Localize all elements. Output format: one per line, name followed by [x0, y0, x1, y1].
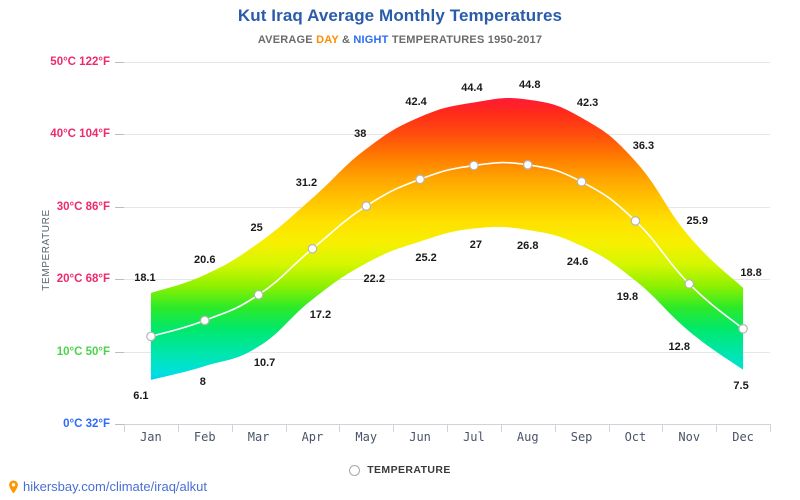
x-axis-label-nov: Nov: [678, 430, 701, 444]
day-value-label-apr: 31.2: [295, 177, 318, 190]
gridline: [124, 279, 770, 281]
x-axis-tick: [608, 424, 610, 432]
x-axis-label-dec: Dec: [732, 430, 754, 444]
data-point-marker[interactable]: [307, 243, 318, 254]
y-axis-tick: [115, 424, 124, 425]
gridline: [124, 351, 770, 353]
x-axis-tick: [124, 424, 125, 432]
chart-subtitle: AVERAGE DAY & NIGHT TEMPERATURES 1950-20…: [0, 34, 800, 46]
y-axis-label-50: 50°C 122°F: [50, 56, 110, 68]
y-axis-label-10: 10°C 50°F: [56, 345, 110, 358]
x-axis-label-may: May: [355, 430, 378, 444]
night-value-label-aug: 26.8: [517, 239, 539, 252]
data-point-marker[interactable]: [199, 315, 210, 326]
x-axis-label-aug: Aug: [516, 430, 539, 444]
subtitle-night: NIGHT: [353, 34, 389, 46]
day-value-label-jun: 42.4: [405, 96, 427, 109]
subtitle-pre: AVERAGE: [257, 34, 317, 46]
x-axis-tick: [285, 424, 287, 432]
y-axis-tick: [115, 206, 124, 208]
night-value-label-may: 22.2: [363, 273, 385, 286]
y-axis-tick: [115, 351, 124, 353]
x-axis-label-jun: Jun: [409, 430, 431, 444]
plot-area: [115, 62, 770, 425]
chart-legend[interactable]: TEMPERATURE: [0, 464, 800, 476]
x-axis-tick: [393, 424, 395, 432]
data-point-marker[interactable]: [738, 323, 748, 334]
night-value-label-jul: 27: [469, 238, 483, 251]
day-value-label-mar: 25: [250, 222, 263, 234]
x-axis-tick: [770, 424, 771, 432]
y-axis-label-40: 40°C 104°F: [50, 128, 110, 141]
x-axis-tick: [500, 424, 502, 432]
y-axis-label-20: 20°C 68°F: [56, 273, 110, 286]
subtitle-post: TEMPERATURES 1950-2017: [388, 34, 543, 46]
day-value-label-feb: 20.6: [194, 253, 216, 266]
day-value-label-jan: 18.1: [134, 271, 156, 284]
circle-outline-icon: [349, 464, 361, 476]
y-axis-tick: [115, 134, 124, 136]
day-value-label-dec: 18.8: [740, 266, 762, 279]
data-point-marker[interactable]: [253, 289, 264, 300]
data-point-marker[interactable]: [522, 160, 533, 170]
night-value-label-apr: 17.2: [309, 309, 332, 322]
x-axis-tick: [716, 424, 718, 432]
source-footer[interactable]: hikersbay.com/climate/iraq/alkut: [8, 479, 207, 494]
day-night-range-area: [150, 98, 744, 380]
y-axis-label-0: 0°C 32°F: [63, 418, 110, 430]
y-axis-tick: [115, 62, 124, 63]
x-axis-label-jul: Jul: [463, 430, 485, 444]
legend-label: TEMPERATURE: [367, 464, 451, 476]
x-axis-label-apr: Apr: [301, 430, 324, 444]
night-value-label-nov: 12.8: [668, 341, 690, 354]
source-url[interactable]: hikersbay.com/climate/iraq/alkut: [23, 479, 207, 494]
data-point-marker[interactable]: [361, 201, 372, 211]
x-axis-label-jan: Jan: [140, 430, 162, 444]
night-value-label-oct: 19.8: [616, 290, 639, 303]
x-axis-tick: [231, 424, 233, 432]
day-value-label-nov: 25.9: [686, 215, 708, 228]
y-axis-tick: [115, 279, 124, 281]
x-axis-label-sep: Sep: [570, 430, 593, 444]
day-value-label-oct: 36.3: [632, 140, 655, 153]
subtitle-day: DAY: [316, 34, 339, 46]
data-point-marker[interactable]: [469, 160, 479, 171]
data-point-marker[interactable]: [630, 216, 641, 226]
gridline: [124, 62, 770, 63]
night-value-label-feb: 8: [199, 376, 206, 389]
data-point-marker[interactable]: [576, 177, 587, 187]
x-axis-tick: [662, 424, 664, 432]
data-point-marker[interactable]: [415, 174, 425, 185]
night-value-label-mar: 10.7: [253, 356, 276, 369]
y-axis-label-30: 30°C 86°F: [56, 200, 110, 213]
subtitle-amp: &: [338, 34, 354, 46]
y-axis-title: TEMPERATURE: [41, 209, 53, 291]
x-axis-label-feb: Feb: [193, 430, 216, 444]
data-point-marker[interactable]: [684, 279, 695, 289]
x-axis-tick: [177, 424, 179, 432]
day-value-label-jul: 44.4: [461, 81, 483, 94]
day-value-label-sep: 42.3: [576, 96, 599, 109]
x-axis-tick: [339, 424, 341, 432]
night-value-label-dec: 7.5: [733, 379, 749, 392]
day-value-label-may: 38: [354, 127, 367, 140]
night-value-label-jan: 6.1: [133, 389, 149, 402]
page-title: Kut Iraq Average Monthly Temperatures: [237, 6, 563, 25]
map-pin-icon: [9, 480, 18, 493]
x-axis-label-mar: Mar: [247, 430, 270, 444]
day-value-label-aug: 44.8: [519, 78, 541, 91]
x-axis-label-oct: Oct: [624, 430, 647, 444]
x-axis-tick: [447, 424, 448, 432]
data-point-marker[interactable]: [146, 331, 156, 342]
night-value-label-jun: 25.2: [415, 251, 437, 264]
x-axis-tick: [554, 424, 556, 432]
temperature-band: [146, 98, 748, 380]
night-value-label-sep: 24.6: [566, 255, 589, 268]
